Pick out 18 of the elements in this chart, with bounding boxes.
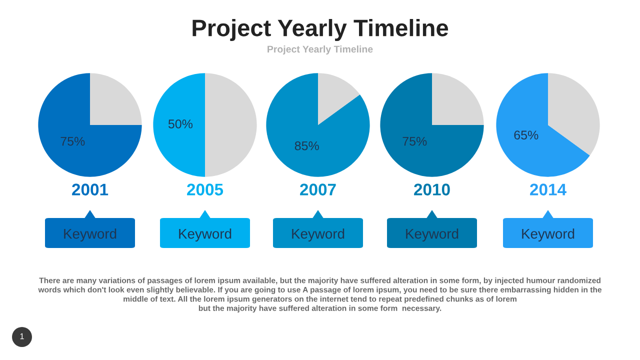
text: Keyword — [64, 228, 116, 242]
text: 2014 — [530, 184, 566, 196]
data-label: 50% — [168, 120, 193, 128]
text: 1 — [20, 333, 24, 340]
text: Keyword — [522, 228, 574, 242]
text: Project Yearly Timeline — [268, 45, 373, 55]
text: 2005 — [187, 184, 224, 196]
text: 2007 — [300, 184, 336, 196]
text: 2010 — [414, 184, 450, 196]
data-label: 65% — [514, 130, 538, 140]
text: Keyword — [292, 228, 344, 242]
data-label: 75% — [60, 136, 85, 146]
data-label: 75% — [402, 136, 427, 146]
text: 2001 — [72, 184, 108, 196]
text: Keyword — [406, 228, 458, 242]
text: Keyword — [179, 228, 232, 242]
text: Project Yearly Timeline — [192, 18, 448, 42]
data-label: 85% — [294, 141, 319, 150]
